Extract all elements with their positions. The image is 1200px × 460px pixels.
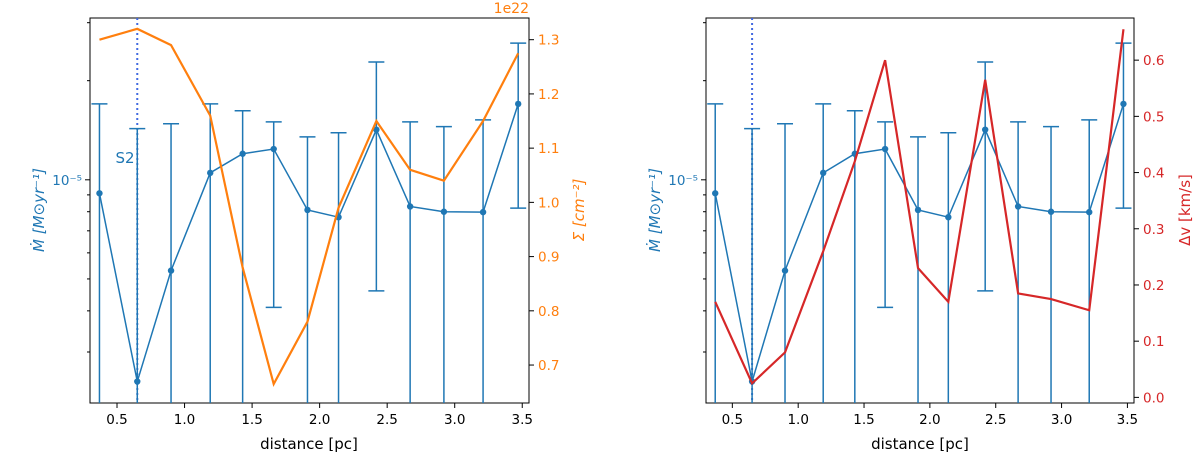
right-y-tick-label: 0.7 [538, 358, 559, 374]
right-y-tick-label: 0.5 [1143, 109, 1164, 125]
x-tick-label: 2.0 [309, 412, 330, 428]
right-y-tick-label: 1.1 [538, 141, 559, 157]
mdot-point [479, 208, 487, 216]
right-y-tick-label: 0.4 [1143, 166, 1164, 182]
mdot-point [270, 145, 277, 153]
mdot-point [820, 169, 827, 177]
right-y-tick-label: 0.8 [538, 304, 559, 320]
right-x-axis-label: distance [pc] [871, 435, 969, 453]
x-tick-label: 3.5 [1117, 412, 1138, 428]
mdot-point [96, 190, 103, 197]
right-y-tick-label: 0.2 [1143, 278, 1164, 294]
right-y-tick-label: 0.3 [1143, 222, 1164, 238]
mdot-line [714, 103, 1125, 382]
right-y-tick-label: 0.1 [1143, 334, 1164, 350]
left-offset-text: 1e22 [494, 1, 529, 17]
right-y-tick-label: 1.3 [538, 33, 559, 49]
right-axes-frame [705, 17, 1135, 404]
x-tick-label: 2.5 [985, 412, 1006, 428]
mdot-point [1120, 100, 1127, 108]
sigma-line [99, 27, 520, 387]
left-axes-frame [89, 17, 530, 404]
right-right-axis-label: Δv [km/s] [1176, 174, 1194, 246]
x-tick-label: 1.0 [174, 412, 195, 428]
mdot-point [1086, 208, 1093, 216]
left-y-axis-label: Ṁ [M⊙yr⁻¹] [29, 168, 48, 252]
mdot-point [514, 100, 522, 108]
x-tick-label: 1.5 [241, 412, 262, 428]
x-tick-label: 3.0 [444, 412, 465, 428]
mdot-point [1014, 203, 1022, 210]
x-tick-label: 0.5 [722, 412, 743, 428]
mdot-point [1047, 208, 1055, 215]
left-y-tick-label: 10⁻⁵ [668, 173, 698, 189]
mdot-point [781, 267, 789, 274]
x-tick-label: 2.5 [376, 412, 397, 428]
mdot-point [167, 267, 175, 274]
mdot-point [239, 150, 246, 157]
mdot-point [945, 213, 952, 221]
dv-line [714, 29, 1125, 386]
right-y-tick-label: 1.0 [538, 195, 559, 211]
mdot-point [373, 126, 380, 133]
right-y-axis-label: Ṁ [M⊙yr⁻¹] [645, 168, 664, 252]
mdot-line [98, 103, 519, 382]
x-tick-label: 1.5 [853, 412, 874, 428]
mdot-point [406, 203, 414, 210]
x-tick-label: 2.0 [919, 412, 940, 428]
x-tick-label: 3.5 [512, 412, 533, 428]
right-y-tick-label: 0.9 [538, 250, 559, 266]
mdot-point [914, 206, 922, 214]
x-tick-label: 1.0 [787, 412, 808, 428]
right-panel: 0.5 1.0 1.5 2.0 2.5 3.0 3.5 10⁻⁵ 0.0 0.1 0.2 0.3 0.4… [645, 17, 1194, 453]
left-panel: 0.5 1.0 1.5 2.0 2.5 3.0 3.5 10⁻⁵ 0.7 0.8 0.9 1.0 1.1… [29, 1, 588, 453]
mdot-point [207, 169, 214, 177]
right-y-tick-label: 1.2 [538, 87, 559, 103]
mdot-point [134, 378, 141, 385]
mdot-point [712, 190, 719, 197]
mdot-point [981, 126, 989, 133]
left-x-axis-label: distance [pc] [260, 435, 358, 453]
annotation-s2: S2 [115, 149, 134, 167]
x-tick-label: 3.0 [1051, 412, 1072, 428]
mdot-point [881, 145, 889, 153]
mdot-point [304, 206, 311, 214]
right-y-tick-label: 0.6 [1143, 53, 1164, 69]
x-tick-label: 0.5 [106, 412, 127, 428]
right-y-tick-label: 0.0 [1143, 390, 1164, 406]
left-y-tick-label: 10⁻⁵ [52, 173, 82, 189]
mdot-point [440, 208, 448, 215]
left-right-axis-label: Σ [cm⁻²] [570, 178, 588, 241]
